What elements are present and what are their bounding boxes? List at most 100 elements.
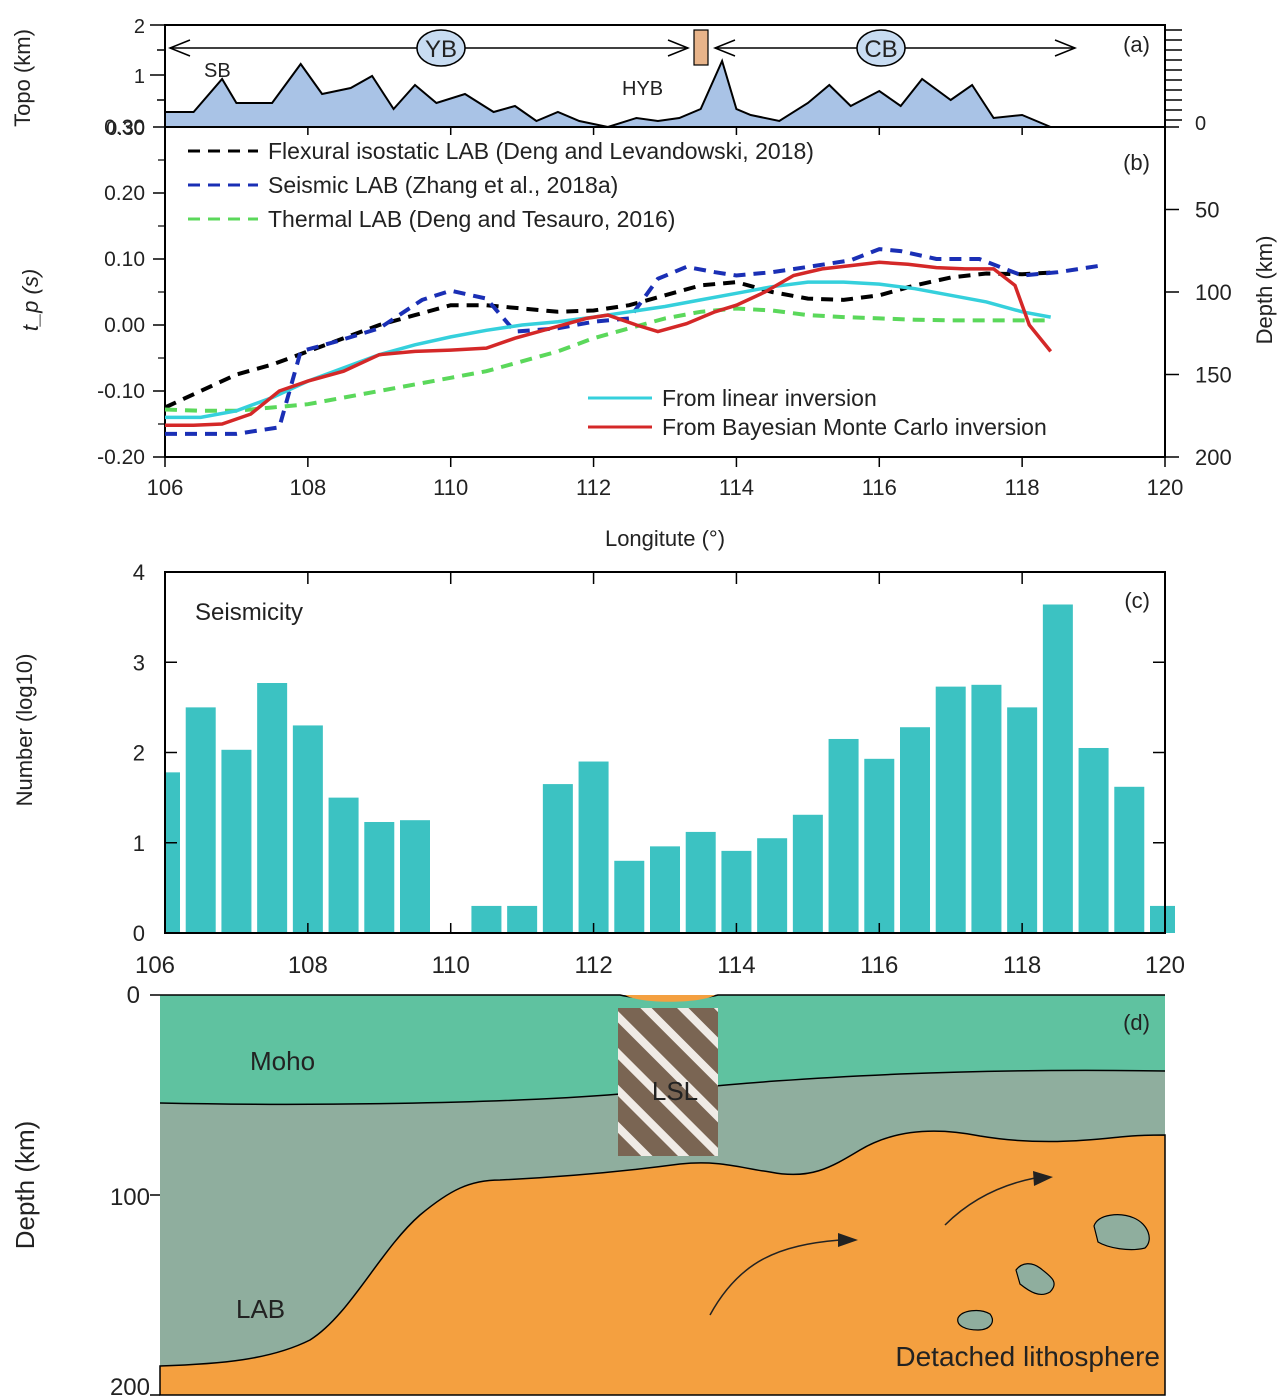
panel-c-xtick-label: 118 — [1003, 952, 1041, 979]
panel-c-xtick-label: 108 — [288, 952, 328, 979]
seismicity-bar — [685, 831, 716, 933]
panel-c-xtick-label: 110 — [432, 952, 470, 979]
panel-b-xtick-label: 108 — [289, 475, 326, 500]
basin-fill — [625, 995, 715, 1002]
seismicity-bars — [165, 604, 1175, 933]
panel-b-label: (b) — [1123, 150, 1150, 175]
panel-b-xtick-label: 116 — [862, 475, 897, 500]
panel-b-right-tick-label: 50 — [1195, 198, 1219, 223]
moho-label: Moho — [250, 1046, 315, 1076]
panel-b-ytick-label: 0.20 — [104, 182, 145, 205]
topography-area — [165, 61, 1051, 127]
seismicity-bar — [935, 686, 966, 933]
depth-tick-100: 100 — [110, 1184, 150, 1211]
panel-b-ylabel: t_p (s) — [18, 269, 43, 331]
cb-circle — [856, 29, 906, 67]
seismicity-bar — [614, 860, 645, 933]
seismicity-bar — [542, 784, 573, 933]
seismicity-bar — [185, 707, 216, 933]
panel-b-ytick-label: 0.30 — [104, 116, 145, 139]
topo-tick-2: 2 — [134, 16, 145, 38]
legend-label-3: From linear inversion — [662, 385, 877, 411]
seismicity-bar — [292, 725, 323, 933]
seismicity-bar — [792, 814, 823, 933]
seismicity-bar — [471, 905, 502, 933]
panel-b-ytick-label: -0.10 — [97, 380, 145, 403]
panel-d-ticks — [150, 994, 160, 1396]
flow-arrow-head-2 — [1033, 1171, 1053, 1186]
seismicity-bar — [721, 850, 752, 933]
panel-b-right-tick-label: 150 — [1195, 363, 1232, 388]
seismicity-bar — [257, 683, 288, 933]
seismicity-bar — [971, 684, 1002, 933]
panel-c-label: (c) — [1124, 588, 1150, 613]
panel-d-label: (d) — [1123, 1010, 1150, 1035]
panel-b-ylabel-right: Depth (km) — [1252, 236, 1277, 345]
panel-d-ylabel: Depth (km) — [10, 1121, 40, 1250]
topo-tick-030: 0.30 — [106, 118, 145, 140]
panel-c-ylabel: Number (log10) — [12, 654, 37, 807]
panel-a-topography: YB CB SB HYB (a) 2 1 0.30 0 Topo (km) — [10, 16, 1206, 140]
topo-axis-label: Topo (km) — [10, 29, 35, 127]
panel-b-ytick-label: 0.00 — [104, 314, 145, 337]
panel-b-axes: 106 108 110 112 114 116 118 120 -0.20 -0.10 0.00 0.… — [97, 116, 1232, 500]
series-line-4 — [165, 260, 1053, 428]
seismicity-bar — [1042, 604, 1073, 933]
detached-label: Detached lithosphere — [895, 1341, 1160, 1372]
panel-c-title: Seismicity — [195, 599, 303, 626]
seismicity-bar — [1150, 905, 1175, 933]
panel-c-xtick-label: 116 — [860, 952, 898, 979]
seismicity-bar — [1007, 707, 1038, 933]
yb-label: YB — [425, 36, 457, 63]
legend-label-4: From Bayesian Monte Carlo inversion — [662, 414, 1047, 440]
flow-arrows — [709, 1177, 1036, 1316]
panel-b-xtick-label: 106 — [147, 475, 184, 500]
panel-b-xtick-label: 118 — [1005, 475, 1040, 500]
seismicity-bar — [364, 821, 395, 933]
legend-label-1: Seismic LAB (Zhang et al., 2018a) — [268, 172, 618, 198]
panel-b-xlabel: Longitute (°) — [605, 526, 725, 551]
detached-block-3 — [957, 1309, 993, 1331]
panel-c-axes: 106 108 110 112 114 116 118 120 0 1 2 3 4 — [133, 560, 1185, 979]
panel-b-xtick-label: 110 — [433, 475, 468, 500]
panel-b-xtick-label: 120 — [1147, 475, 1184, 500]
panel-c-seismicity: 106 108 110 112 114 116 118 120 0 1 2 3 4 Seismicity… — [12, 560, 1185, 979]
lab-label: LAB — [236, 1294, 285, 1324]
depth-tick-200: 200 — [110, 1374, 150, 1400]
panel-b-right-tick-label: 200 — [1195, 445, 1232, 470]
seismicity-bar — [221, 749, 252, 933]
seismicity-bar — [507, 905, 538, 933]
lsl-block — [618, 1008, 718, 1156]
seismicity-bar — [578, 761, 609, 933]
panel-b-series — [164, 247, 1102, 436]
topo-right-tick-0: 0 — [1195, 113, 1206, 135]
series-line-0 — [164, 270, 1059, 410]
panel-b-ytick-label: -0.20 — [97, 446, 145, 469]
topography-line — [165, 58, 1052, 129]
panel-c-ytick-label: 2 — [133, 741, 145, 766]
asthenosphere-layer — [159, 1130, 1166, 1396]
detached-block-2 — [1015, 1263, 1055, 1296]
cb-label: CB — [864, 36, 897, 63]
seismicity-bar — [1078, 747, 1109, 933]
panel-b-tp: 106 108 110 112 114 116 118 120 -0.20 -0.10 0.00 0.… — [18, 116, 1277, 551]
yb-circle — [416, 29, 466, 67]
seismicity-bar — [900, 727, 930, 933]
series-line-2 — [164, 306, 1051, 413]
panel-c-xtick-label: 114 — [717, 952, 755, 979]
hyb-boundary-box — [693, 29, 709, 66]
detached-block-1 — [1093, 1214, 1150, 1251]
seismicity-bar — [757, 838, 788, 933]
panel-c-ytick-label: 0 — [133, 921, 145, 946]
seismicity-bar — [328, 797, 359, 933]
panel-b-right-tick-label: 100 — [1195, 280, 1232, 305]
seismicity-bar — [1114, 786, 1145, 933]
panel-c-ytick-label: 3 — [133, 650, 145, 675]
panel-a-ticks — [150, 24, 1182, 121]
panel-c-xtick-label: 106 — [135, 952, 175, 979]
seismicity-bar — [864, 758, 895, 933]
panel-c-xtick-label: 112 — [574, 952, 612, 979]
hyb-label: HYB — [622, 78, 663, 100]
panel-a-label: (a) — [1123, 32, 1150, 57]
